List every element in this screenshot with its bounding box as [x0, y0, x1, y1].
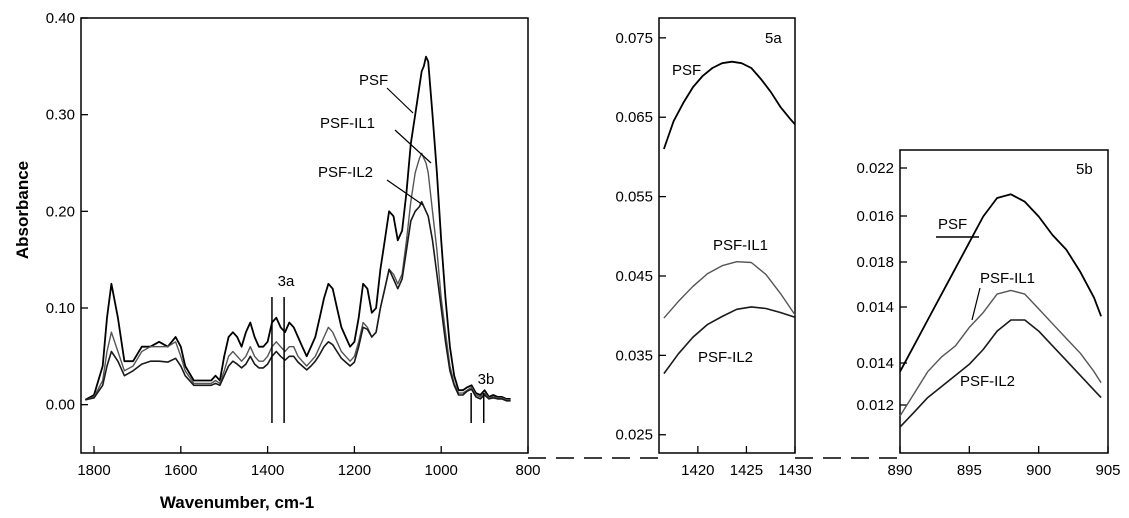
y-tick-label: 0.016 [856, 208, 894, 225]
annotation-3b: 3b [478, 371, 495, 388]
x-tick-label: 1600 [164, 462, 197, 479]
inset-5a-series-psf [663, 60, 796, 150]
x-tick-label: 1420 [681, 462, 714, 479]
x-tick-label: 1800 [77, 462, 110, 479]
label-psf-il1: PSF-IL1 [320, 115, 375, 132]
inset-5a-series-psf-il2 [663, 306, 796, 375]
y-tick-label: 0.012 [856, 397, 894, 414]
label-5b-psf-il1: PSF-IL1 [980, 270, 1035, 287]
y-tick-label: 0.40 [46, 10, 75, 27]
x-axis-label: Wavenumber, cm-1 [160, 493, 314, 512]
y-tick-label: 0.022 [856, 160, 894, 177]
annotation-5b: 5b [1076, 161, 1093, 178]
annotation-3a: 3a [278, 273, 295, 290]
x-tick-label: 900 [1026, 462, 1051, 479]
main-spectrum-panel: 0.00 0.10 0.20 0.30 0.40 1800 1600 1400 1200 100… [13, 10, 541, 512]
inset-5b-series-psf-il1 [899, 289, 1102, 417]
label-5b-psf-il2: PSF-IL2 [960, 373, 1015, 390]
leader-psf-il1 [394, 129, 432, 164]
label-5a-psf-il1: PSF-IL1 [713, 237, 768, 254]
x-tick-label: 1430 [778, 462, 811, 479]
inset-5b-frame [899, 149, 1109, 454]
y-tick-label: 0.065 [615, 109, 653, 126]
series-line-psf-il1 [85, 152, 511, 401]
y-tick-label: 0.20 [46, 203, 75, 220]
x-tick-label: 895 [957, 462, 982, 479]
inset-5a-frame [658, 17, 796, 454]
inset-5b-series-psf-il2 [899, 319, 1102, 428]
y-tick-label: 0.045 [615, 268, 653, 285]
x-tick-label: 905 [1095, 462, 1120, 479]
y-tick-label: 0.30 [46, 107, 75, 124]
y-tick-label: 0.014 [856, 355, 894, 372]
x-tick-label: 1200 [338, 462, 371, 479]
y-axis-label: Absorbance [13, 161, 32, 259]
y-tick-label: 0.014 [856, 299, 894, 316]
inset-5b-panel: 0.012 0.014 0.014 0.018 0.016 0.022 890 895 900… [856, 149, 1121, 479]
inset-5a-panel: 0.025 0.035 0.045 0.055 0.065 0.075 1420 1425 1… [615, 17, 812, 479]
series-line-psf-il2 [85, 200, 511, 402]
x-tick-label: 1000 [425, 462, 458, 479]
leader-psf [386, 87, 414, 114]
y-tick-label: 0.10 [46, 300, 75, 317]
label-5b-psf: PSF [938, 216, 967, 233]
leader-5b-psf-il1 [971, 287, 981, 321]
x-tick-label: 800 [515, 462, 540, 479]
x-tick-label: 890 [887, 462, 912, 479]
label-psf: PSF [359, 72, 388, 89]
main-plot-frame [80, 17, 529, 454]
leader-psf-il2 [386, 179, 424, 206]
label-5a-psf-il2: PSF-IL2 [698, 349, 753, 366]
y-tick-label: 0.055 [615, 189, 653, 206]
series-line-psf [84, 55, 511, 401]
y-tick-label: 0.025 [615, 427, 653, 444]
y-tick-label: 0.035 [615, 347, 653, 364]
annotation-5a: 5a [765, 30, 782, 47]
y-tick-label: 0.018 [856, 254, 894, 271]
label-psf-il2: PSF-IL2 [318, 164, 373, 181]
x-tick-label: 1425 [730, 462, 763, 479]
y-tick-label: 0.075 [615, 30, 653, 47]
x-tick-label: 1400 [251, 462, 284, 479]
label-5a-psf: PSF [672, 62, 701, 79]
inset-5b-series-psf [899, 193, 1102, 373]
y-tick-label: 0.00 [46, 397, 75, 414]
inset-5a-series-psf-il1 [663, 261, 796, 319]
